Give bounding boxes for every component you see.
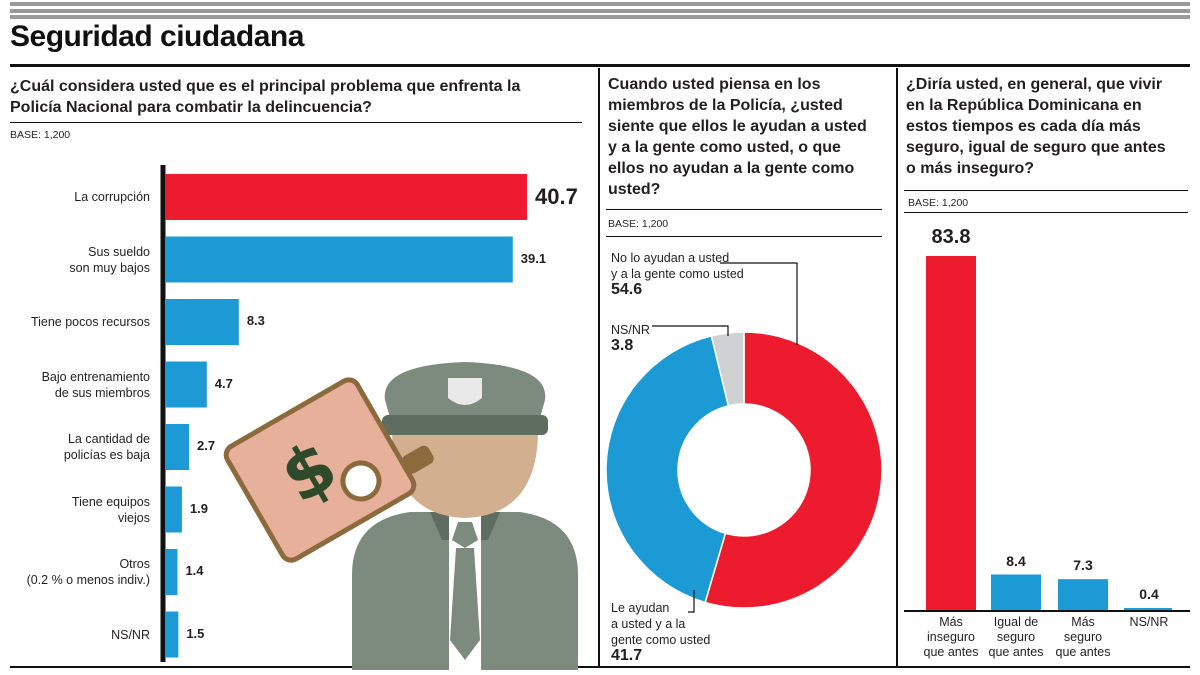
bar-value-7: 1.5 (186, 625, 205, 641)
header-stripes (0, 0, 1200, 22)
bar-value-1: 39.1 (520, 250, 547, 266)
bar-2 (165, 299, 239, 345)
vbar-2 (1058, 579, 1108, 610)
bar-5 (165, 486, 182, 533)
vbar-1 (991, 574, 1041, 610)
bar-0 (165, 174, 527, 220)
panel2-rule (606, 209, 882, 210)
vbar-value-0: 83.8 (931, 226, 971, 248)
bar-label-2: Tiene pocos recursos (30, 315, 150, 329)
bar-label-6: Otros (0.2 % o menos indiv.) (26, 557, 150, 587)
bottom-rule (10, 666, 1190, 668)
vbar-label-3: NS/NR (1129, 615, 1169, 629)
bar-value-6: 1.4 (185, 563, 204, 578)
bar-label-4: La cantidad de policías es baja (63, 432, 150, 462)
column-separator-2 (896, 68, 898, 666)
bar-6 (165, 549, 178, 595)
bar-1 (165, 236, 513, 283)
panel3-rule (904, 190, 1188, 191)
donut-label-1: Le ayudan a usted y a la gente como usted 4… (611, 601, 711, 664)
donut-value-1: 41.7 (611, 647, 643, 664)
donut-leader-2 (652, 325, 729, 336)
page-title: Seguridad ciudadana (10, 20, 304, 53)
panel3-rule-2 (904, 212, 1188, 213)
donut-label-0: No lo ayudan a usted y a la gente como us… (611, 251, 744, 298)
donut-value-2: 3.8 (611, 337, 634, 354)
donut-label-2: NS/NR 3.8 (611, 323, 650, 354)
panel2-rule-2 (606, 236, 882, 237)
policeman-bribe-icon: $ (223, 362, 578, 670)
panel1-question: ¿Cuál considera usted que es el principa… (10, 78, 521, 116)
bar-label-7: NS/NR (111, 627, 150, 642)
vbar-label-0: Más inseguro que antes (923, 615, 979, 659)
panel2-question: Cuando usted piensa en los miembros de l… (608, 76, 867, 198)
panel2-base: BASE: 1,200 (608, 218, 669, 230)
bar-value-4: 2.7 (197, 438, 216, 453)
bar-value-0: 40.7 (535, 184, 578, 209)
vbar-3 (1124, 608, 1172, 610)
donut-value-0: 54.6 (611, 281, 643, 298)
vbar-value-2: 7.3 (1073, 557, 1093, 574)
panel3-question: ¿Diría usted, en general, que vivir en l… (906, 76, 1166, 177)
bar-label-5: Tiene equipos viejos (71, 494, 150, 525)
bar-label-0: La corrupción (74, 190, 150, 204)
vbar-0 (926, 256, 976, 610)
bar-value-5: 1.9 (189, 500, 208, 516)
bar-label-3: Bajo entrenamiento de sus miembros (41, 369, 150, 400)
bar-7 (165, 611, 179, 658)
vbar-label-2: Más seguro que antes (1055, 615, 1111, 659)
vbar-value-1: 8.4 (1006, 552, 1026, 569)
donut-slice-2 (710, 331, 745, 407)
vbar-value-3: 0.4 (1139, 586, 1159, 602)
panel1-rule (10, 122, 582, 123)
column-separator-1 (598, 68, 600, 666)
bar-3 (165, 361, 207, 408)
bar-label-1: Sus sueldo son muy bajos (69, 244, 150, 275)
donut-leader-0 (720, 262, 798, 345)
panel3-base: BASE: 1,200 (908, 197, 969, 209)
title-rule (10, 64, 1190, 67)
donut-slice-0 (704, 331, 883, 609)
panel1-base: BASE: 1,200 (10, 129, 71, 141)
donut-slice-1 (605, 335, 730, 604)
bar-value-3: 4.7 (214, 375, 233, 391)
donut-leader-1 (688, 590, 695, 613)
bar-value-2: 8.3 (246, 313, 265, 328)
bar-4 (165, 424, 190, 470)
vbar-label-1: Igual de seguro que antes (988, 615, 1044, 659)
